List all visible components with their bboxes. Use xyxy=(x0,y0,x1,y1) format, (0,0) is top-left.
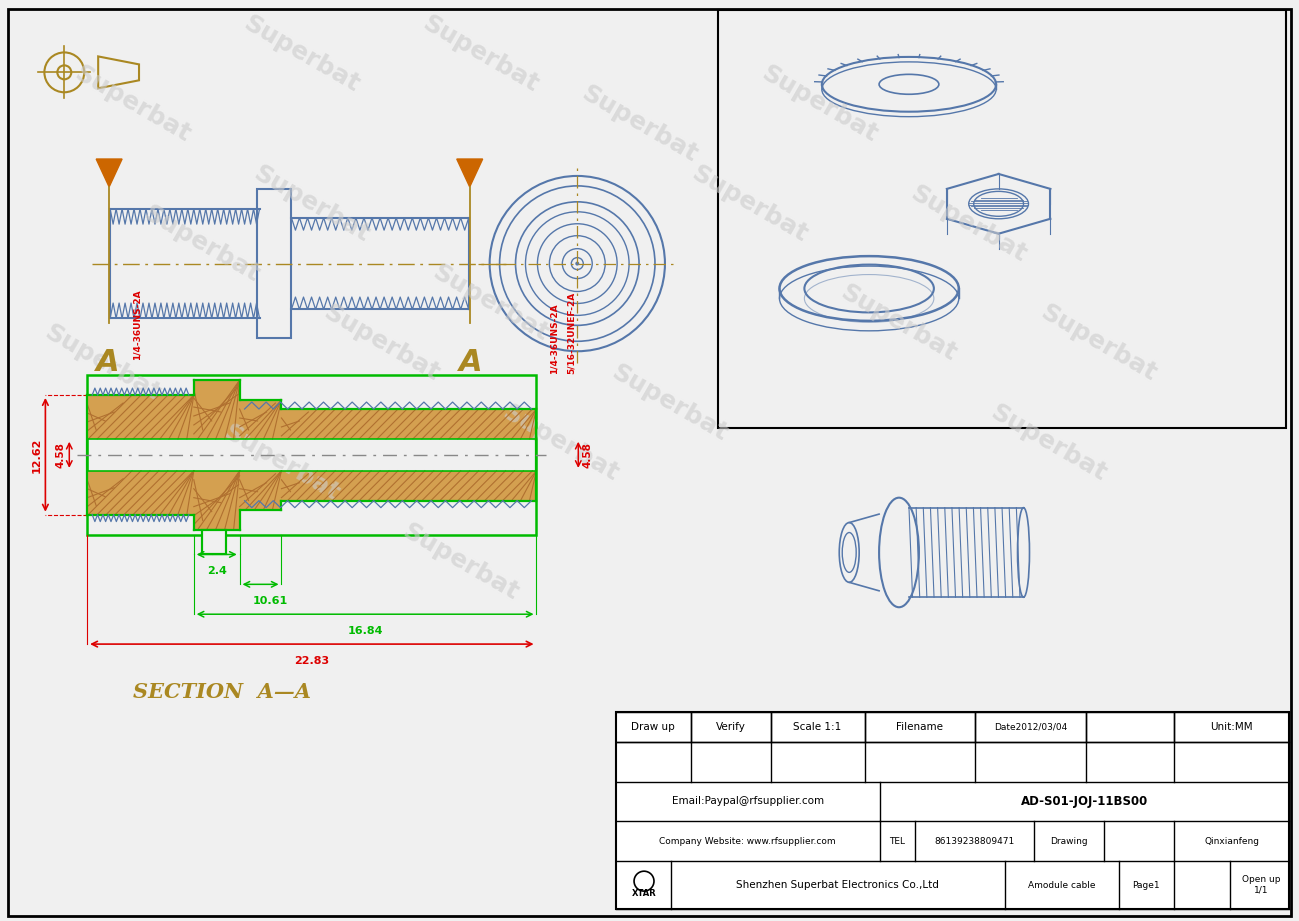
Bar xyxy=(87,375,536,534)
Text: A: A xyxy=(96,348,120,378)
Circle shape xyxy=(575,262,579,265)
Bar xyxy=(239,471,282,509)
Text: AD-S01-JOJ-11BS00: AD-S01-JOJ-11BS00 xyxy=(1021,795,1148,808)
Text: Superbat: Superbat xyxy=(220,420,344,506)
Text: Superbat: Superbat xyxy=(837,281,961,367)
Bar xyxy=(282,409,536,439)
Text: 22.83: 22.83 xyxy=(295,656,330,666)
Text: 4.58: 4.58 xyxy=(56,442,65,468)
Bar xyxy=(87,395,194,439)
Text: Open up
1/1: Open up 1/1 xyxy=(1242,876,1281,895)
Text: Shenzhen Superbat Electronics Co.,Ltd: Shenzhen Superbat Electronics Co.,Ltd xyxy=(735,880,939,890)
Text: Superbat: Superbat xyxy=(249,161,374,247)
Bar xyxy=(87,471,194,515)
Text: Drawing: Drawing xyxy=(1051,837,1089,845)
Text: Qinxianfeng: Qinxianfeng xyxy=(1204,837,1259,845)
Text: Draw up: Draw up xyxy=(631,722,675,732)
Bar xyxy=(282,471,536,501)
Text: Superbat: Superbat xyxy=(429,261,553,346)
Text: Superbat: Superbat xyxy=(318,300,443,386)
Text: Email:Paypal@rfsupplier.com: Email:Paypal@rfsupplier.com xyxy=(672,797,824,807)
Text: Superbat: Superbat xyxy=(399,519,523,605)
Text: 4.58: 4.58 xyxy=(582,442,592,468)
Text: Amodule cable: Amodule cable xyxy=(1028,880,1095,890)
Text: Superbat: Superbat xyxy=(757,62,882,147)
Text: Superbat: Superbat xyxy=(139,201,264,286)
Text: Superbat: Superbat xyxy=(70,62,195,147)
Text: Scale 1:1: Scale 1:1 xyxy=(794,722,842,732)
Text: 1/4-36UNS-2A: 1/4-36UNS-2A xyxy=(549,304,559,374)
Text: Date2012/03/04: Date2012/03/04 xyxy=(994,722,1066,731)
Text: Superbat: Superbat xyxy=(578,81,703,167)
Polygon shape xyxy=(96,159,122,187)
Text: 2.4: 2.4 xyxy=(207,566,226,577)
Text: Superbat: Superbat xyxy=(498,400,622,485)
Text: Superbat: Superbat xyxy=(687,161,812,247)
Text: Superbat: Superbat xyxy=(907,181,1031,267)
Text: Superbat: Superbat xyxy=(986,400,1111,485)
Text: Superbat: Superbat xyxy=(1035,300,1160,386)
Text: Verify: Verify xyxy=(716,722,746,732)
Bar xyxy=(194,380,239,439)
Text: A: A xyxy=(459,348,482,378)
Text: TEL: TEL xyxy=(889,837,905,845)
Bar xyxy=(194,471,239,530)
Bar xyxy=(201,530,226,554)
Bar xyxy=(239,400,282,439)
Text: 86139238809471: 86139238809471 xyxy=(934,837,1015,845)
Text: Filename: Filename xyxy=(896,722,943,732)
Text: SECTION  A—A: SECTION A—A xyxy=(132,682,310,702)
Bar xyxy=(616,712,1290,909)
Bar xyxy=(201,530,226,554)
Text: XTAR: XTAR xyxy=(631,889,656,898)
Text: Superbat: Superbat xyxy=(608,360,733,446)
Text: 10.61: 10.61 xyxy=(253,596,288,606)
Bar xyxy=(201,530,226,554)
Text: Superbat: Superbat xyxy=(418,12,543,98)
Bar xyxy=(718,9,1286,428)
Text: Superbat: Superbat xyxy=(40,321,165,406)
Text: Page1: Page1 xyxy=(1133,880,1160,890)
Text: 16.84: 16.84 xyxy=(347,626,383,636)
Text: 1/4-36UNS-2A: 1/4-36UNS-2A xyxy=(132,289,142,360)
Text: Company Website: www.rfsupplier.com: Company Website: www.rfsupplier.com xyxy=(660,837,837,845)
Bar xyxy=(256,189,291,338)
Polygon shape xyxy=(457,159,483,187)
Text: 12.62: 12.62 xyxy=(31,437,42,472)
Text: Unit:MM: Unit:MM xyxy=(1211,722,1254,732)
Text: 5/16-32UNEF-2A: 5/16-32UNEF-2A xyxy=(566,292,575,374)
Text: Superbat: Superbat xyxy=(239,12,364,98)
